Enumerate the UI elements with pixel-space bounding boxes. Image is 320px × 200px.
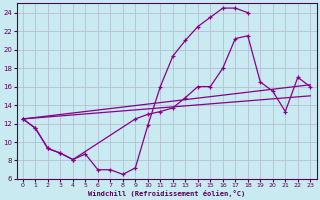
X-axis label: Windchill (Refroidissement éolien,°C): Windchill (Refroidissement éolien,°C) [88, 190, 245, 197]
